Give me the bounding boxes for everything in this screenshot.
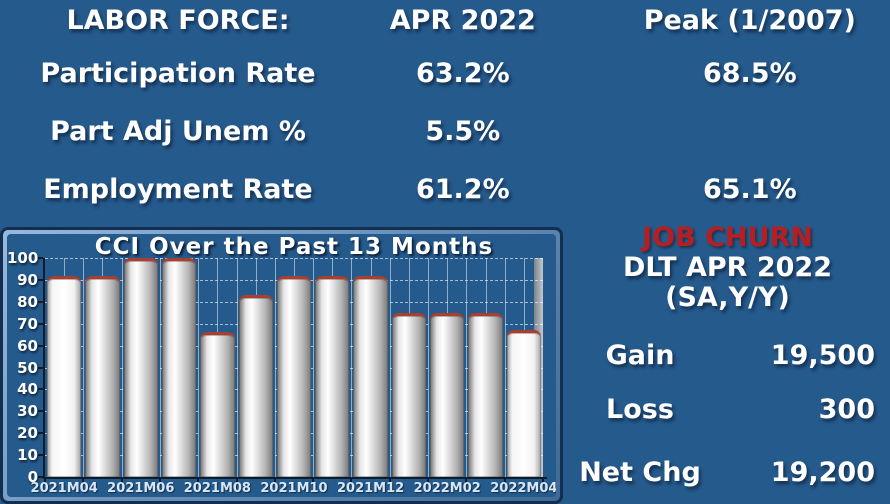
x-axis-tick-label: 2021M08 bbox=[183, 481, 251, 496]
employment-rate-apr2022: 61.2% bbox=[415, 174, 510, 205]
part-adj-unem-apr2022: 5.5% bbox=[425, 116, 501, 147]
cci-chart: CCI Over the Past 13 Months 0 10 20 30 40 50 6… bbox=[7, 234, 556, 497]
x-axis-tick-label: 2021M04 bbox=[30, 481, 98, 496]
x-axis-tick-label: 2022M04 bbox=[490, 481, 556, 496]
y-axis-tick bbox=[38, 388, 43, 391]
job-churn-title: JOB CHURN bbox=[642, 222, 813, 253]
x-axis-tick bbox=[197, 479, 200, 483]
y-axis-tick-label: 10 bbox=[17, 446, 38, 465]
job-churn-row-net-chg: Net Chg 19,200 bbox=[575, 457, 875, 489]
y-axis-tick bbox=[38, 257, 43, 259]
x-axis-tick bbox=[312, 479, 315, 483]
y-axis-tick-label: 30 bbox=[17, 402, 38, 421]
bar-2021M08 bbox=[200, 332, 235, 477]
x-axis-tick bbox=[44, 479, 46, 483]
y-axis-tick-label: 0 bbox=[27, 468, 38, 486]
bar-2021M09 bbox=[238, 295, 273, 477]
table-row-participation-rate: Participation Rate 63.2% 68.5% bbox=[0, 57, 890, 91]
chart-y-axis-line bbox=[43, 258, 45, 479]
bar-2021M11 bbox=[315, 275, 350, 477]
job-churn-panel: JOB CHURN DLT APR 2022 (SA,Y/Y) Gain 19,… bbox=[565, 0, 890, 504]
bar-2022M03 bbox=[468, 312, 503, 477]
y-axis-tick bbox=[38, 476, 43, 478]
x-axis-tick bbox=[158, 479, 161, 483]
bar-2022M01 bbox=[391, 312, 427, 477]
x-axis-tick bbox=[235, 479, 238, 483]
x-axis-tick bbox=[427, 479, 430, 483]
participation-rate-apr2022: 63.2% bbox=[415, 58, 510, 89]
labor-table-header-row: LABOR FORCE: APR 2022 Peak (1/2007) bbox=[0, 4, 890, 38]
net-chg-value: 19,200 bbox=[770, 457, 875, 488]
y-axis-tick-label: 20 bbox=[17, 424, 38, 443]
job-churn-row-gain: Gain 19,500 bbox=[575, 340, 875, 372]
bar-2021M04 bbox=[47, 275, 82, 477]
y-axis-tick bbox=[38, 454, 43, 457]
x-axis-tick bbox=[82, 479, 85, 483]
y-axis-tick-label: 100 bbox=[7, 249, 39, 267]
job-churn-subtitle-adjustment: (SA,Y/Y) bbox=[665, 282, 790, 313]
col-header-peak: Peak (1/2007) bbox=[643, 5, 856, 36]
y-axis-tick-label: 50 bbox=[17, 358, 38, 377]
bar-2021M07 bbox=[161, 258, 197, 477]
x-axis-tick bbox=[542, 479, 544, 483]
chart-plot-area bbox=[45, 258, 543, 477]
gain-label: Gain bbox=[605, 340, 675, 371]
x-axis-tick bbox=[465, 479, 468, 483]
y-axis-tick-label: 40 bbox=[17, 380, 38, 399]
job-churn-subtitle-period: DLT APR 2022 bbox=[623, 252, 832, 283]
employment-rate-peak: 65.1% bbox=[702, 174, 797, 205]
horizontal-gridline bbox=[45, 258, 543, 259]
table-row-employment-rate: Employment Rate 61.2% 65.1% bbox=[0, 173, 890, 207]
x-axis-tick-label: 2021M12 bbox=[337, 481, 405, 496]
bar-2021M10 bbox=[276, 275, 312, 477]
chart-title: CCI Over the Past 13 Months bbox=[94, 234, 494, 260]
job-churn-row-loss: Loss 300 bbox=[575, 394, 875, 426]
x-axis-tick-label: 2022M02 bbox=[413, 481, 481, 496]
chart-x-axis-line bbox=[43, 477, 547, 479]
x-axis-tick bbox=[503, 479, 506, 483]
loss-label: Loss bbox=[606, 394, 674, 425]
y-axis-tick-label: 60 bbox=[17, 336, 38, 355]
x-axis-tick bbox=[350, 479, 353, 483]
x-axis-tick-label: 2021M06 bbox=[107, 481, 175, 496]
col-header-apr-2022: APR 2022 bbox=[389, 5, 536, 36]
y-axis-tick bbox=[38, 432, 43, 435]
y-axis-tick bbox=[38, 278, 43, 281]
x-axis-tick bbox=[388, 479, 391, 483]
part-adj-unem-label: Part Adj Unem % bbox=[50, 116, 306, 147]
table-row-part-adj-unem: Part Adj Unem % 5.5% bbox=[0, 115, 890, 149]
labor-table-title: LABOR FORCE: bbox=[66, 5, 290, 36]
y-axis-tick bbox=[38, 300, 43, 303]
bar-2021M05 bbox=[85, 275, 120, 477]
participation-rate-peak: 68.5% bbox=[702, 58, 797, 89]
participation-rate-label: Participation Rate bbox=[40, 58, 316, 89]
bar-2022M04 bbox=[506, 330, 541, 477]
bar-2021M12 bbox=[353, 275, 388, 477]
y-axis-tick-label: 90 bbox=[17, 270, 38, 289]
y-axis-tick-label: 80 bbox=[17, 292, 38, 311]
gain-value: 19,500 bbox=[770, 340, 875, 371]
x-axis-tick bbox=[273, 479, 276, 483]
net-chg-label: Net Chg bbox=[579, 457, 701, 488]
bar-2021M06 bbox=[123, 258, 158, 477]
y-axis-tick bbox=[38, 322, 43, 325]
y-axis-tick-label: 70 bbox=[17, 314, 38, 333]
y-axis-tick bbox=[38, 410, 43, 413]
x-axis-tick-label: 2021M10 bbox=[260, 481, 328, 496]
cci-chart-panel: CCI Over the Past 13 Months 0 10 20 30 40 50 6… bbox=[0, 227, 563, 504]
employment-rate-label: Employment Rate bbox=[43, 174, 313, 205]
y-axis-tick bbox=[38, 344, 43, 347]
loss-value: 300 bbox=[818, 394, 875, 425]
y-axis-tick bbox=[38, 366, 43, 369]
bar-2022M02 bbox=[430, 312, 465, 477]
x-axis-tick bbox=[120, 479, 123, 483]
